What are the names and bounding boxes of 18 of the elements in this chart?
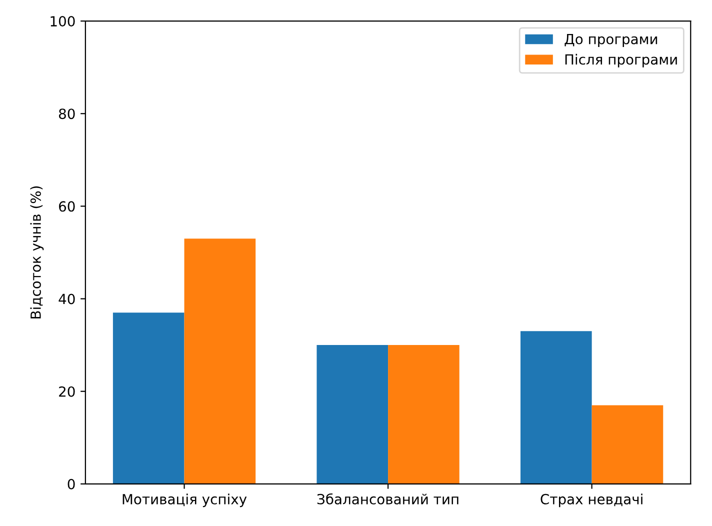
y-tick-label: 80: [58, 108, 75, 120]
legend-label: До програми: [564, 34, 658, 47]
y-tick-label: 0: [68, 478, 75, 490]
bar: [592, 405, 664, 484]
x-tick-label: Страх невдачі: [540, 494, 642, 508]
y-tick-label: 20: [59, 386, 75, 397]
y-tick-label: 40: [58, 294, 75, 304]
bar: [184, 238, 256, 484]
x-tick-label: Збалансований тип: [317, 493, 458, 504]
bar: [112, 312, 184, 484]
y-tick-label: 100: [50, 16, 75, 27]
legend-label: Після програми: [565, 54, 677, 68]
bar: [520, 331, 592, 484]
bar: [388, 345, 460, 484]
y-tick-label: 60: [59, 201, 75, 212]
bar: [316, 345, 388, 484]
x-tick-label: Мотивація успіху: [122, 494, 247, 508]
y-axis-title: Відсоток учнів (%): [30, 186, 44, 318]
